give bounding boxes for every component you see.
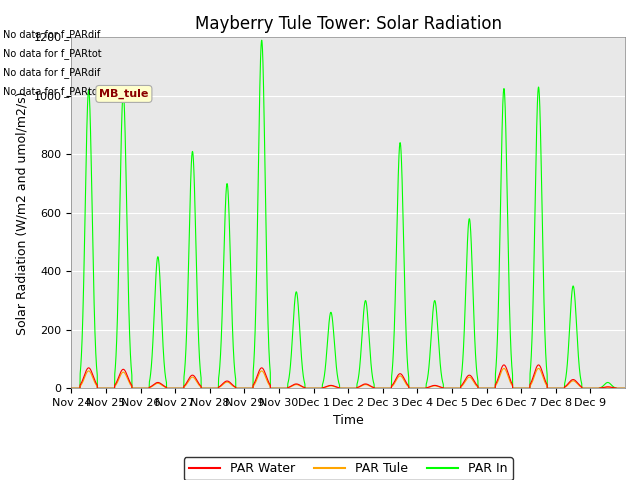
Text: MB_tule: MB_tule [99,89,148,99]
Text: No data for f_PARtot: No data for f_PARtot [3,86,102,97]
Title: Mayberry Tule Tower: Solar Radiation: Mayberry Tule Tower: Solar Radiation [195,15,502,33]
Legend: PAR Water, PAR Tule, PAR In: PAR Water, PAR Tule, PAR In [184,457,513,480]
X-axis label: Time: Time [333,414,364,427]
Text: No data for f_PARdif: No data for f_PARdif [3,29,100,40]
Text: No data for f_PARtot: No data for f_PARtot [3,48,102,59]
Y-axis label: Solar Radiation (W/m2 and umol/m2/s): Solar Radiation (W/m2 and umol/m2/s) [15,91,28,335]
Text: No data for f_PARdif: No data for f_PARdif [3,67,100,78]
